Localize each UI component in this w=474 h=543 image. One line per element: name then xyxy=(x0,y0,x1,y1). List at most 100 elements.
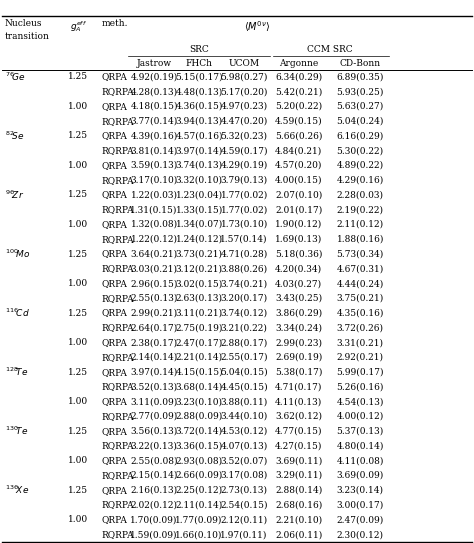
Text: RQRPA: RQRPA xyxy=(102,205,135,214)
Text: 1.59(0.09): 1.59(0.09) xyxy=(130,530,178,539)
Text: 5.20(0.22): 5.20(0.22) xyxy=(275,102,322,111)
Text: QRPA: QRPA xyxy=(102,397,128,406)
Text: QRPA: QRPA xyxy=(102,161,128,170)
Text: RQRPA: RQRPA xyxy=(102,412,135,421)
Text: 3.88(0.11): 3.88(0.11) xyxy=(220,397,268,406)
Text: QRPA: QRPA xyxy=(102,279,128,288)
Text: 2.93(0.08): 2.93(0.08) xyxy=(175,456,223,465)
Text: 3.88(0.26): 3.88(0.26) xyxy=(220,264,268,273)
Text: 3.11(0.09): 3.11(0.09) xyxy=(130,397,178,406)
Text: 4.57(0.20): 4.57(0.20) xyxy=(275,161,322,170)
Text: transition: transition xyxy=(5,32,50,41)
Text: 3.52(0.07): 3.52(0.07) xyxy=(220,456,268,465)
Text: 3.17(0.10): 3.17(0.10) xyxy=(130,176,178,185)
Text: 2.25(0.12): 2.25(0.12) xyxy=(175,486,223,495)
Text: 5.38(0.17): 5.38(0.17) xyxy=(275,368,322,377)
Text: QRPA: QRPA xyxy=(102,368,128,377)
Text: 3.68(0.14): 3.68(0.14) xyxy=(175,382,223,392)
Text: UCOM: UCOM xyxy=(228,59,260,68)
Text: 1.25: 1.25 xyxy=(68,72,88,81)
Text: 2.11(0.14): 2.11(0.14) xyxy=(175,501,223,509)
Text: 4.44(0.24): 4.44(0.24) xyxy=(337,279,384,288)
Text: 2.73(0.13): 2.73(0.13) xyxy=(220,486,268,495)
Text: 4.29(0.16): 4.29(0.16) xyxy=(337,176,384,185)
Text: 1.90(0.12): 1.90(0.12) xyxy=(275,220,322,229)
Text: 5.04(0.24): 5.04(0.24) xyxy=(337,117,384,125)
Text: 4.48(0.13): 4.48(0.13) xyxy=(175,87,223,96)
Text: 3.17(0.08): 3.17(0.08) xyxy=(220,471,268,480)
Text: Nucleus: Nucleus xyxy=(5,19,42,28)
Text: 2.54(0.15): 2.54(0.15) xyxy=(220,501,268,509)
Text: 3.43(0.25): 3.43(0.25) xyxy=(275,294,322,303)
Text: 2.96(0.15): 2.96(0.15) xyxy=(130,279,178,288)
Text: 1.33(0.15): 1.33(0.15) xyxy=(175,205,223,214)
Text: 3.03(0.21): 3.03(0.21) xyxy=(130,264,178,273)
Text: CCM SRC: CCM SRC xyxy=(307,45,352,54)
Text: 4.20(0.34): 4.20(0.34) xyxy=(275,264,322,273)
Text: 2.12(0.11): 2.12(0.11) xyxy=(220,515,268,525)
Text: 1.24(0.12): 1.24(0.12) xyxy=(175,235,223,244)
Text: QRPA: QRPA xyxy=(102,427,128,435)
Text: 2.55(0.08): 2.55(0.08) xyxy=(130,456,178,465)
Text: 1.77(0.02): 1.77(0.02) xyxy=(220,191,268,199)
Text: 3.74(0.21): 3.74(0.21) xyxy=(220,279,268,288)
Text: 2.99(0.23): 2.99(0.23) xyxy=(275,338,322,347)
Text: 4.11(0.13): 4.11(0.13) xyxy=(275,397,322,406)
Text: 3.74(0.12): 3.74(0.12) xyxy=(220,308,268,318)
Text: 5.04(0.15): 5.04(0.15) xyxy=(220,368,268,377)
Text: RQRPA: RQRPA xyxy=(102,235,135,244)
Text: QRPA: QRPA xyxy=(102,250,128,258)
Text: QRPA: QRPA xyxy=(102,486,128,495)
Text: QRPA: QRPA xyxy=(102,220,128,229)
Text: 2.30(0.12): 2.30(0.12) xyxy=(337,530,384,539)
Text: 3.22(0.13): 3.22(0.13) xyxy=(131,441,177,451)
Text: 2.66(0.09): 2.66(0.09) xyxy=(175,471,223,480)
Text: 6.89(0.35): 6.89(0.35) xyxy=(337,72,384,81)
Text: 2.69(0.19): 2.69(0.19) xyxy=(275,353,322,362)
Text: QRPA: QRPA xyxy=(102,515,128,525)
Text: $^{96}\!Zr$: $^{96}\!Zr$ xyxy=(5,189,24,201)
Text: 1.00: 1.00 xyxy=(68,279,88,288)
Text: $^{130}\!Te$: $^{130}\!Te$ xyxy=(5,425,28,438)
Text: 2.02(0.12): 2.02(0.12) xyxy=(130,501,178,509)
Text: RQRPA: RQRPA xyxy=(102,353,135,362)
Text: 5.17(0.20): 5.17(0.20) xyxy=(220,87,268,96)
Text: 1.57(0.14): 1.57(0.14) xyxy=(220,235,268,244)
Text: RQRPA: RQRPA xyxy=(102,382,135,392)
Text: 4.36(0.15): 4.36(0.15) xyxy=(175,102,223,111)
Text: 5.98(0.27): 5.98(0.27) xyxy=(220,72,268,81)
Text: 1.25: 1.25 xyxy=(68,427,88,435)
Text: 3.64(0.21): 3.64(0.21) xyxy=(130,250,178,258)
Text: Argonne: Argonne xyxy=(279,59,318,68)
Text: 4.07(0.13): 4.07(0.13) xyxy=(220,441,268,451)
Text: 4.45(0.15): 4.45(0.15) xyxy=(220,382,268,392)
Text: 1.00: 1.00 xyxy=(68,515,88,525)
Text: $^{76}\!Ge$: $^{76}\!Ge$ xyxy=(5,71,26,83)
Text: 4.00(0.15): 4.00(0.15) xyxy=(275,176,322,185)
Text: 4.18(0.15): 4.18(0.15) xyxy=(130,102,178,111)
Text: 4.29(0.19): 4.29(0.19) xyxy=(220,161,268,170)
Text: 2.55(0.17): 2.55(0.17) xyxy=(220,353,268,362)
Text: 2.21(0.10): 2.21(0.10) xyxy=(275,515,322,525)
Text: 4.71(0.17): 4.71(0.17) xyxy=(275,382,322,392)
Text: 1.77(0.09): 1.77(0.09) xyxy=(175,515,223,525)
Text: 4.71(0.28): 4.71(0.28) xyxy=(220,250,268,258)
Text: $^{100}\!Mo$: $^{100}\!Mo$ xyxy=(5,248,30,260)
Text: 3.29(0.11): 3.29(0.11) xyxy=(275,471,322,480)
Text: 4.28(0.13): 4.28(0.13) xyxy=(130,87,178,96)
Text: 3.34(0.24): 3.34(0.24) xyxy=(275,323,322,332)
Text: 3.00(0.17): 3.00(0.17) xyxy=(337,501,384,509)
Text: 1.25: 1.25 xyxy=(68,131,88,141)
Text: 1.00: 1.00 xyxy=(68,338,88,347)
Text: 1.00: 1.00 xyxy=(68,161,88,170)
Text: 3.11(0.21): 3.11(0.21) xyxy=(175,308,223,318)
Text: 3.52(0.13): 3.52(0.13) xyxy=(130,382,178,392)
Text: 3.72(0.14): 3.72(0.14) xyxy=(175,427,223,435)
Text: $^{128}\!Te$: $^{128}\!Te$ xyxy=(5,366,28,378)
Text: 4.80(0.14): 4.80(0.14) xyxy=(337,441,384,451)
Text: 3.79(0.13): 3.79(0.13) xyxy=(220,176,268,185)
Text: 5.18(0.36): 5.18(0.36) xyxy=(275,250,322,258)
Text: 4.77(0.15): 4.77(0.15) xyxy=(275,427,322,435)
Text: $^{116}\!Cd$: $^{116}\!Cd$ xyxy=(5,307,30,319)
Text: 1.34(0.07): 1.34(0.07) xyxy=(175,220,223,229)
